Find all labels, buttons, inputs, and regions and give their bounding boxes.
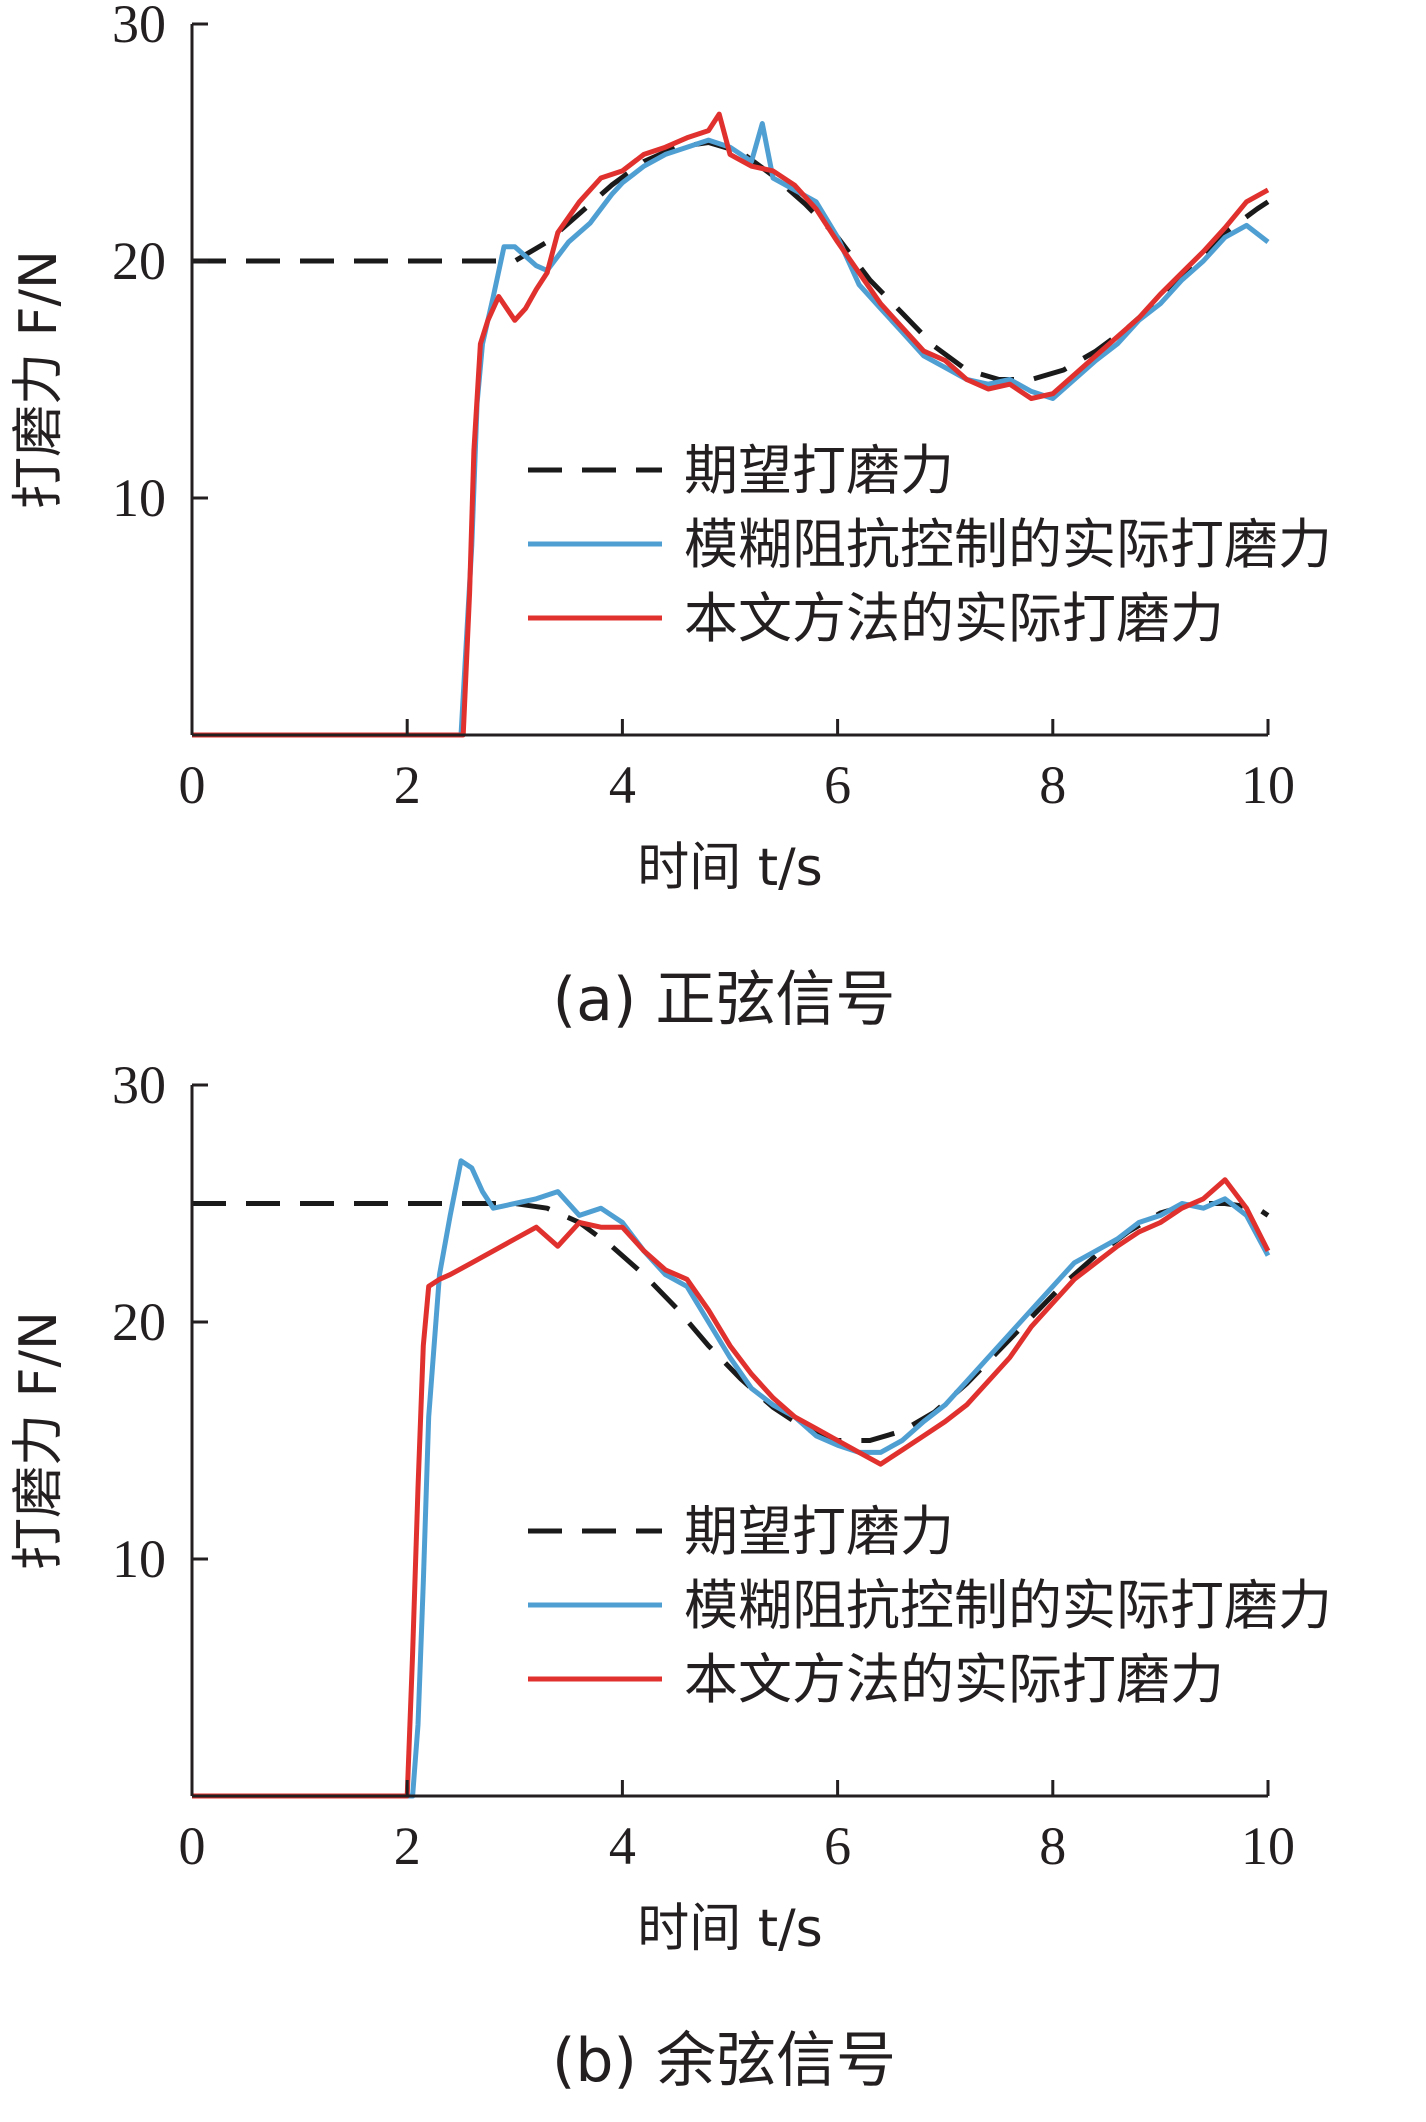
x-tick-label: 0 bbox=[179, 1816, 206, 1876]
x-tick-label: 2 bbox=[394, 755, 421, 815]
chart-panel-a: 0 2 4 6 8 10 10 20 30 期望打磨力模糊阻抗控制的实际打磨力 本文方法的实际打磨… bbox=[9, 0, 1332, 1035]
y-axis-title: 打磨力 F/N bbox=[9, 1311, 69, 1570]
y-tick-label: 20 bbox=[112, 1292, 166, 1352]
chart-panel-b: 0 2 4 6 8 10 10 20 30 期望打磨力模糊阻抗控制的实际打磨力 本文方法的实际打磨… bbox=[0, 1061, 1426, 2122]
chart-caption: (a) 正弦信号 bbox=[553, 965, 896, 1035]
series-layer bbox=[192, 111, 1270, 738]
legend-label-1: 模糊阻抗控制的实际打磨力 bbox=[684, 1574, 1332, 1637]
axes-layer: 0 2 4 6 8 10 10 20 30 bbox=[112, 1061, 1295, 1876]
legend-label-2: 本文方法的实际打磨力 bbox=[684, 587, 1224, 650]
x-tick-label: 6 bbox=[824, 1816, 851, 1876]
y-axis-title: 打磨力 F/N bbox=[9, 250, 69, 509]
series-line-1 bbox=[192, 121, 1270, 738]
series-line-2 bbox=[192, 111, 1270, 738]
legend-label-2: 本文方法的实际打磨力 bbox=[684, 1648, 1224, 1711]
x-axis-title: 时间 t/s bbox=[637, 838, 823, 898]
axes-layer: 0 2 4 6 8 10 10 20 30 bbox=[112, 0, 1295, 815]
x-tick-label: 8 bbox=[1039, 755, 1066, 815]
x-tick-label: 10 bbox=[1241, 755, 1295, 815]
x-tick-label: 10 bbox=[1241, 1816, 1295, 1876]
series-line-0 bbox=[192, 140, 1270, 382]
x-tick-label: 2 bbox=[394, 1816, 421, 1876]
series-line-1 bbox=[192, 1158, 1271, 1799]
y-tick-label: 10 bbox=[112, 468, 166, 528]
x-tick-label: 4 bbox=[609, 1816, 636, 1876]
chart-b-plot: 0 2 4 6 8 10 10 20 30 期望打磨力模糊阻抗控制的实际打磨力本文方法的实际打磨… bbox=[9, 1061, 1332, 2096]
y-tick-label: 20 bbox=[112, 231, 166, 291]
x-axis-title: 时间 t/s bbox=[637, 1899, 823, 1959]
legend-label-0: 期望打磨力 bbox=[684, 1500, 954, 1563]
x-tick-label: 6 bbox=[824, 755, 851, 815]
series-line-2 bbox=[192, 1177, 1271, 1799]
y-tick-label: 30 bbox=[112, 0, 166, 54]
legend-label-0: 期望打磨力 bbox=[684, 439, 954, 502]
y-tick-label: 30 bbox=[112, 1061, 166, 1115]
series-layer bbox=[192, 1158, 1271, 1799]
series-line-0 bbox=[192, 1201, 1270, 1443]
chart-caption: (b) 余弦信号 bbox=[552, 2026, 896, 2096]
y-tick-label: 10 bbox=[112, 1529, 166, 1589]
legend-label-1: 模糊阻抗控制的实际打磨力 bbox=[684, 513, 1332, 576]
x-tick-label: 0 bbox=[179, 755, 206, 815]
x-tick-label: 4 bbox=[609, 755, 636, 815]
x-tick-label: 8 bbox=[1039, 1816, 1066, 1876]
chart-a-plot: 0 2 4 6 8 10 10 20 30 期望打磨力模糊阻抗控制的实际打磨力本文方法的实际打磨… bbox=[9, 0, 1332, 1035]
